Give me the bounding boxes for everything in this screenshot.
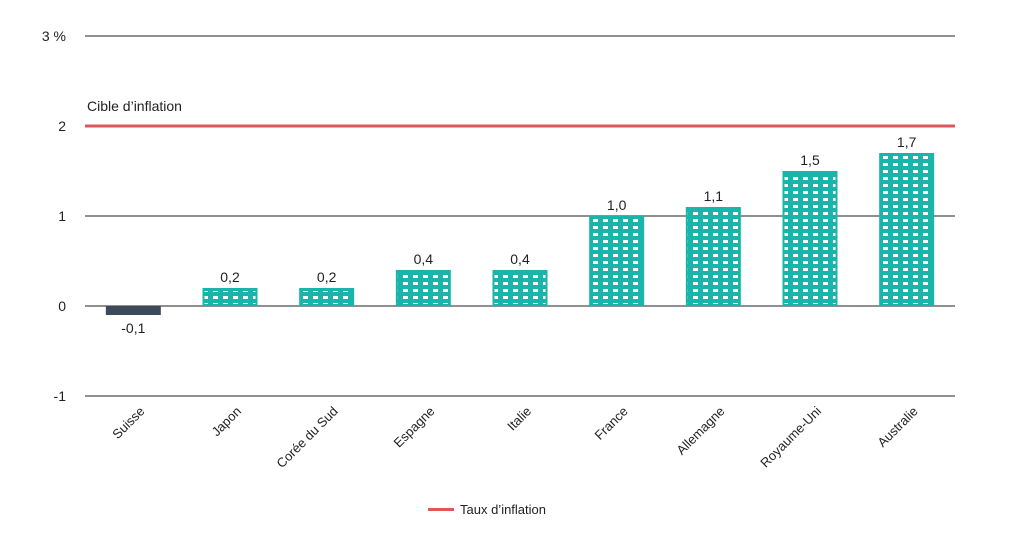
bar-pattern [397,273,449,304]
bar-pattern [204,291,256,304]
data-label: 1,0 [607,197,627,213]
data-label: 0,4 [510,251,530,267]
category-label: Suisse [109,404,147,442]
y-axis-ticks: 3 % 2 1 0 -1 [42,28,66,404]
legend: Taux d’inflation [428,499,546,519]
legend-swatch [428,507,454,511]
data-labels: -0,1 0,2 0,2 0,4 0,4 1,0 1,1 1,5 1,7 [121,134,916,336]
bar-pattern [591,219,643,304]
category-labels: Suisse Japon Corée du Sud Espagne Italie Fran… [109,403,921,470]
category-label: Japon [208,404,244,440]
bar-pattern [301,291,353,304]
bar-pattern [784,174,836,304]
legend-label: Taux d’inflation [460,501,546,517]
data-label: 1,1 [704,188,724,204]
y-tick-label: 0 [58,298,66,314]
category-label: Australie [874,404,920,450]
y-tick-label: 2 [58,118,66,134]
bar [299,288,355,306]
bar-pattern [687,210,739,304]
category-label: Allemagne [673,404,727,458]
category-label: Italie [504,404,534,434]
bar [782,171,838,306]
category-label: Royaume-Uni [757,403,824,470]
category-label: Corée du Sud [273,404,340,471]
data-label: -0,1 [121,320,145,336]
bar [492,270,548,306]
category-label: France [592,404,631,443]
target-line: Cible d’inflation [85,98,955,128]
bar [879,153,935,306]
bar-pattern [881,156,933,304]
bar [685,207,741,306]
y-tick-label: -1 [54,388,67,404]
data-label: 1,7 [897,134,917,150]
bar-fill [105,306,161,315]
data-label: 0,2 [220,269,240,285]
bar [395,270,451,306]
bar [202,288,258,306]
bar [589,216,645,306]
data-label: 0,4 [414,251,434,267]
data-label: 0,2 [317,269,337,285]
bar [105,306,161,315]
y-tick-label: 3 % [42,28,66,44]
bars [105,153,935,315]
target-label: Cible d’inflation [87,98,182,114]
bar-pattern [494,273,546,304]
y-tick-label: 1 [58,208,66,224]
data-label: 1,5 [800,152,820,168]
category-label: Espagne [391,404,438,451]
